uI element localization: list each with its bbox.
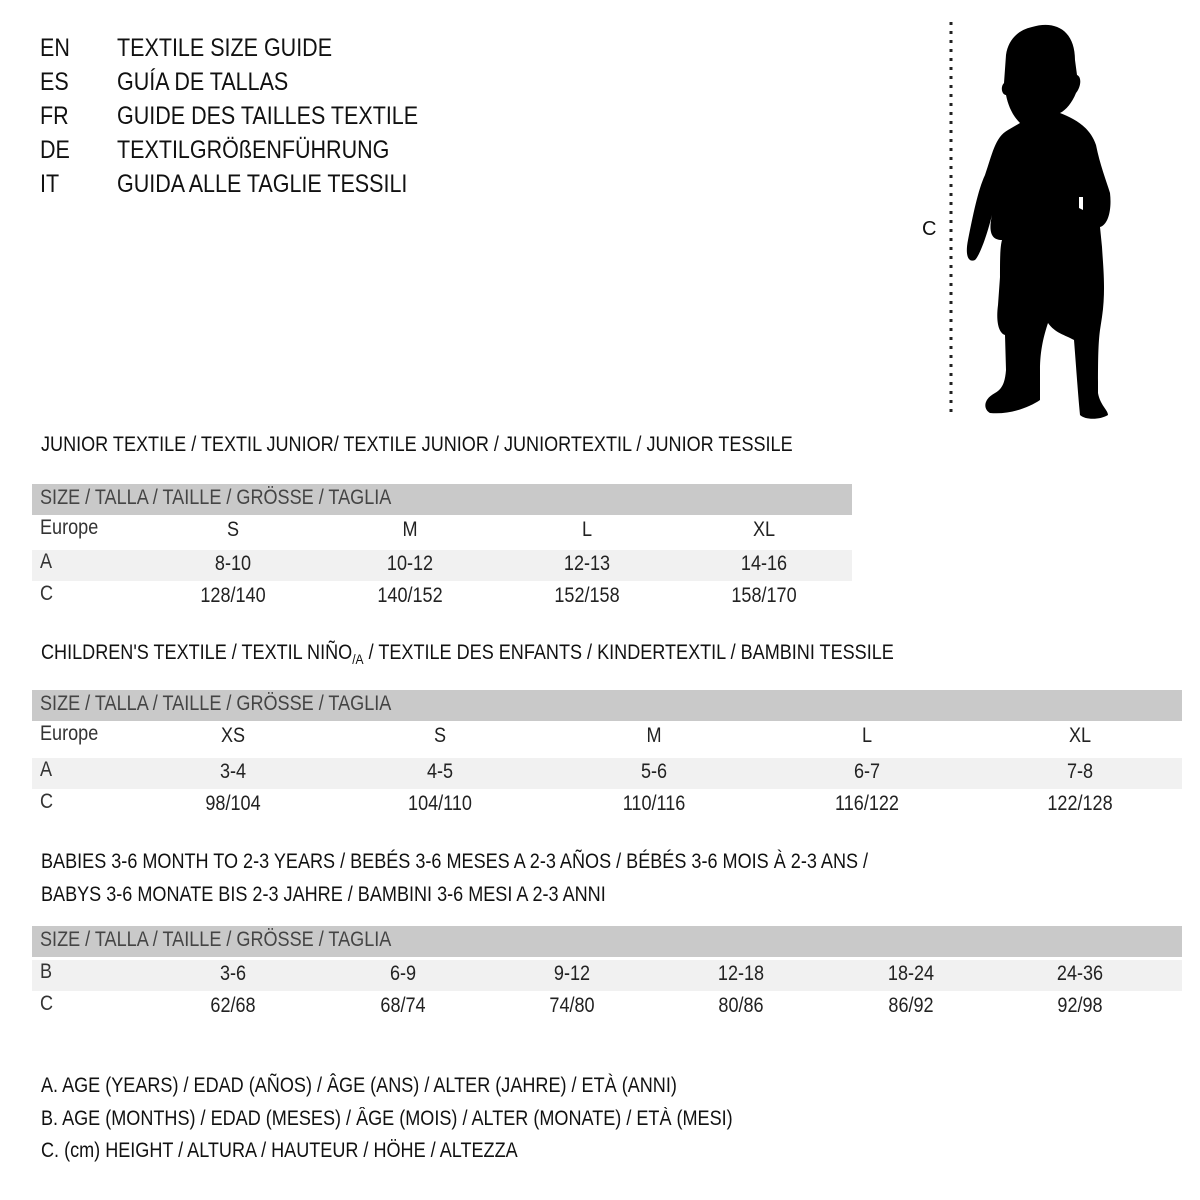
lang-code: IT: [40, 170, 60, 198]
lang-title: TEXTILE SIZE GUIDE: [117, 34, 333, 62]
table-cell: 116/122: [835, 792, 899, 815]
table-row: Europe XS S M L XL: [32, 722, 1182, 753]
table-cell: 24-36: [1056, 962, 1104, 985]
table-row: A 8-10 10-12 12-13 14-16: [32, 550, 852, 581]
table-cell: 98/104: [205, 792, 261, 815]
table-cell: 4-5: [426, 760, 454, 783]
junior-section-title: JUNIOR TEXTILE / TEXTIL JUNIOR/ TEXTILE …: [41, 433, 793, 456]
table-cell: 128/140: [200, 584, 266, 607]
row-label: C: [40, 992, 54, 1015]
table-cell: XS: [220, 724, 246, 747]
row-label: Europe: [40, 722, 99, 745]
table-cell: 3-6: [219, 962, 247, 985]
lang-code: EN: [40, 34, 70, 62]
table-cell: 86/92: [888, 994, 934, 1017]
table-header-row: SIZE / TALLA / TAILLE / GRÖSSE / TAGLIA: [32, 926, 1182, 957]
table-cell: 12-13: [563, 552, 611, 575]
table-row: C 128/140 140/152 152/158 158/170: [32, 582, 852, 613]
child-silhouette-icon: [949, 22, 1111, 419]
header-label: SIZE / TALLA / TAILLE / GRÖSSE / TAGLIA: [40, 928, 392, 951]
junior-size-table: SIZE / TALLA / TAILLE / GRÖSSE / TAGLIA …: [32, 484, 852, 616]
table-row: C 98/104 104/110 110/116 116/122 122/128: [32, 790, 1182, 821]
babies-section-title: BABIES 3-6 MONTH TO 2-3 YEARS / BEBÉS 3-…: [41, 850, 869, 873]
table-cell: L: [861, 724, 873, 747]
header-label: SIZE / TALLA / TAILLE / GRÖSSE / TAGLIA: [40, 486, 392, 509]
lang-title: GUIDA ALLE TAGLIE TESSILI: [117, 170, 408, 198]
header-label: SIZE / TALLA / TAILLE / GRÖSSE / TAGLIA: [40, 692, 392, 715]
height-measure-label: C: [922, 218, 937, 240]
table-cell: 110/116: [622, 792, 686, 815]
title-part: CHILDREN'S TEXTILE / TEXTIL NIÑO: [41, 641, 353, 664]
row-label: Europe: [40, 516, 99, 539]
table-cell: 152/158: [554, 584, 620, 607]
children-section-title: CHILDREN'S TEXTILE / TEXTIL NIÑO/A / TEX…: [41, 641, 894, 667]
table-cell: 6-7: [853, 760, 881, 783]
legend-item: C. (cm) HEIGHT / ALTURA / HAUTEUR / HÖHE…: [41, 1139, 518, 1162]
table-header-row: SIZE / TALLA / TAILLE / GRÖSSE / TAGLIA: [32, 484, 852, 515]
legend-item: B. AGE (MONTHS) / EDAD (MESES) / ÂGE (MO…: [41, 1107, 733, 1130]
lang-code: FR: [40, 102, 69, 130]
table-cell: 62/68: [210, 994, 256, 1017]
row-label: A: [40, 758, 53, 781]
table-row: B 3-6 6-9 9-12 12-18 18-24 24-36: [32, 960, 1182, 991]
legend-item: A. AGE (YEARS) / EDAD (AÑOS) / ÂGE (ANS)…: [41, 1074, 677, 1097]
table-row: C 62/68 68/74 74/80 80/86 86/92 92/98: [32, 992, 1182, 1023]
table-cell: XL: [752, 518, 776, 541]
table-cell: 158/170: [731, 584, 797, 607]
lang-title: GUIDE DES TAILLES TEXTILE: [117, 102, 419, 130]
row-label: B: [40, 960, 53, 983]
table-cell: 3-4: [219, 760, 247, 783]
table-cell: 9-12: [553, 962, 591, 985]
table-cell: 14-16: [740, 552, 788, 575]
table-cell: 140/152: [377, 584, 443, 607]
table-cell: 10-12: [386, 552, 434, 575]
table-cell: S: [226, 518, 240, 541]
row-label: C: [40, 582, 54, 605]
table-cell: 12-18: [717, 962, 765, 985]
row-label: A: [40, 550, 53, 573]
lang-code: DE: [40, 136, 70, 164]
table-cell: 8-10: [214, 552, 252, 575]
lang-title: GUÍA DE TALLAS: [117, 68, 289, 96]
table-cell: 74/80: [549, 994, 595, 1017]
table-cell: 6-9: [389, 962, 417, 985]
table-cell: L: [581, 518, 593, 541]
table-cell: 92/98: [1057, 994, 1103, 1017]
row-label: C: [40, 790, 54, 813]
table-cell: 5-6: [640, 760, 668, 783]
babies-section-title: BABYS 3-6 MONATE BIS 2-3 JAHRE / BAMBINI…: [41, 883, 606, 906]
table-cell: M: [646, 724, 662, 747]
table-cell: M: [402, 518, 418, 541]
table-row: A 3-4 4-5 5-6 6-7 7-8: [32, 758, 1182, 789]
babies-size-table: SIZE / TALLA / TAILLE / GRÖSSE / TAGLIA …: [32, 926, 1182, 1026]
table-row: Europe S M L XL: [32, 516, 852, 547]
table-cell: 80/86: [718, 994, 764, 1017]
children-size-table: SIZE / TALLA / TAILLE / GRÖSSE / TAGLIA …: [32, 690, 1182, 824]
lang-title: TEXTILGRÖßENFÜHRUNG: [117, 136, 390, 164]
table-cell: 18-24: [887, 962, 935, 985]
table-cell: S: [433, 724, 447, 747]
table-cell: 122/128: [1047, 792, 1113, 815]
lang-code: ES: [40, 68, 69, 96]
table-cell: XL: [1068, 724, 1092, 747]
table-cell: 68/74: [380, 994, 426, 1017]
table-cell: 7-8: [1066, 760, 1094, 783]
table-header-row: SIZE / TALLA / TAILLE / GRÖSSE / TAGLIA: [32, 690, 1182, 721]
table-cell: 104/110: [408, 792, 472, 815]
title-part: / TEXTILE DES ENFANTS / KINDERTEXTIL / B…: [363, 641, 894, 664]
title-subscript: /A: [352, 651, 364, 668]
